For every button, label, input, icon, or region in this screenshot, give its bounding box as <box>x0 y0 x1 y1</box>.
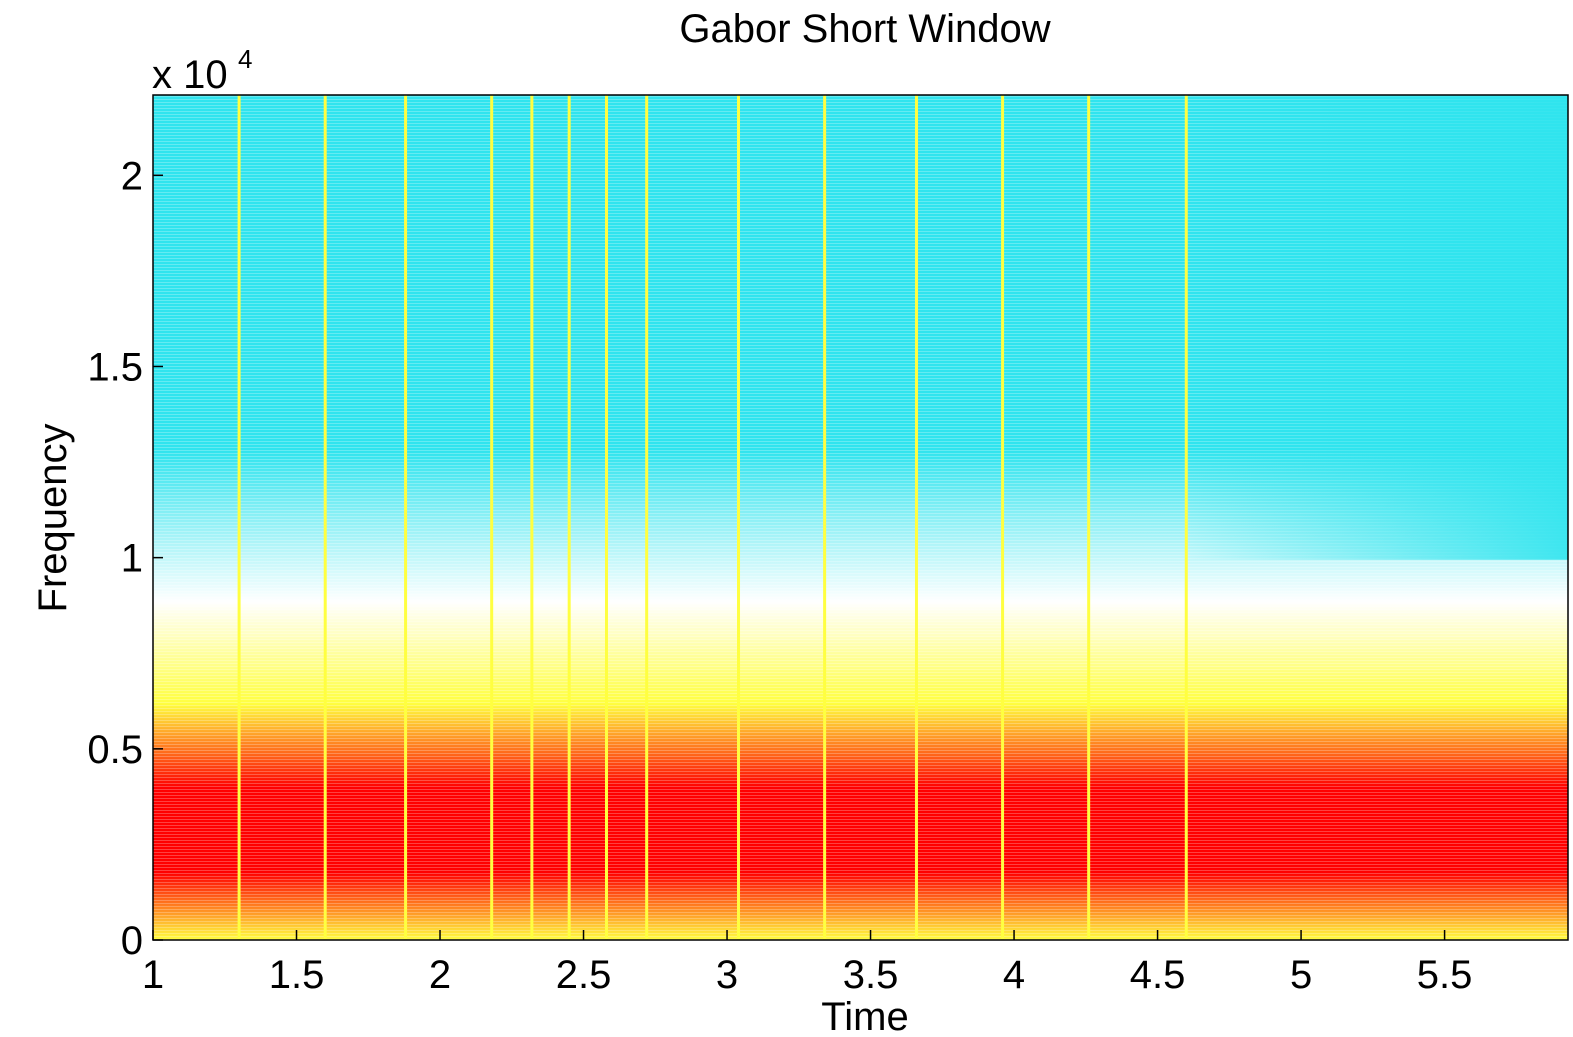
x-tick-label: 3.5 <box>843 953 899 997</box>
y-tick-label: 0 <box>121 919 143 963</box>
x-tick-label: 5 <box>1290 953 1312 997</box>
plot-frame <box>152 94 1569 941</box>
x-tick-label: 2 <box>429 953 451 997</box>
y-tick-label: 1 <box>121 537 143 581</box>
y-tick-label: 0.5 <box>87 728 143 772</box>
y-axis-label: Frequency <box>31 424 75 613</box>
spectrogram-decay <box>1186 95 1568 560</box>
x-tick-label: 4.5 <box>1130 953 1186 997</box>
y-tick-label: 2 <box>121 154 143 198</box>
x-axis-label: Time <box>821 995 908 1037</box>
x-tick-label: 1.5 <box>269 953 325 997</box>
x-tick-label: 3 <box>716 953 738 997</box>
y-tick-label: 1.5 <box>87 345 143 389</box>
plot-area <box>153 95 1568 940</box>
x-tick-label: 4 <box>1003 953 1025 997</box>
y-exponent: 4 <box>238 44 252 74</box>
x-tick-label: 1 <box>142 953 164 997</box>
x-tick-label: 5.5 <box>1417 953 1473 997</box>
y-exponent-base: x 10 <box>152 53 228 97</box>
x-tick-label: 2.5 <box>556 953 612 997</box>
chart-title: Gabor Short Window <box>679 7 1050 51</box>
